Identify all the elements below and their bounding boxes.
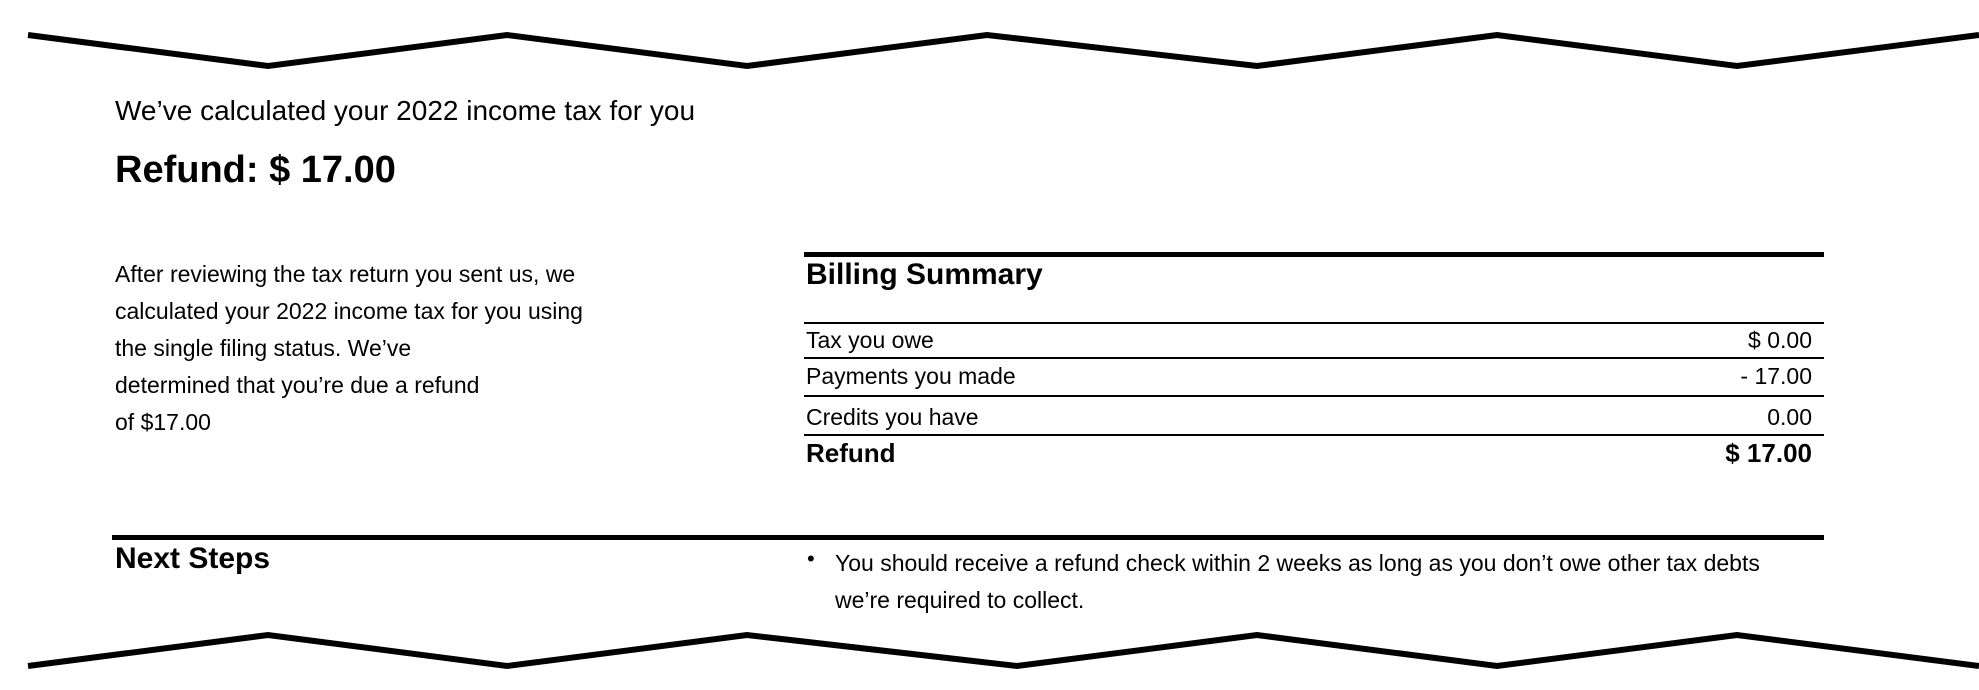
billing-row-tax-owed: Tax you owe $ 0.00 [806, 327, 1812, 354]
row-label: Credits you have [806, 404, 979, 430]
billing-row-credits: Credits you have 0.00 [806, 404, 1812, 431]
billing-divider [804, 322, 1824, 324]
billing-row-refund: Refund $ 17.00 [806, 438, 1812, 469]
billing-summary-title: Billing Summary [806, 258, 1043, 291]
explanation-line: determined that you’re due a refund [115, 372, 480, 398]
zigzag-bottom-line [27, 631, 1979, 670]
zigzag-top-line [27, 31, 1979, 70]
intro-text: We’ve calculated your 2022 income tax fo… [115, 95, 696, 126]
billing-divider [804, 357, 1824, 359]
billing-top-rule [804, 252, 1824, 257]
explanation-line: calculated your 2022 income tax for you … [115, 298, 583, 324]
billing-divider [804, 395, 1824, 397]
next-steps-title: Next Steps [115, 542, 271, 575]
explanation-line: of $17.00 [115, 409, 211, 435]
row-value: $ 17.00 [1725, 438, 1812, 468]
row-value: $ 0.00 [1748, 327, 1812, 353]
row-label: Payments you made [806, 363, 1016, 389]
row-label: Tax you owe [806, 327, 934, 353]
explanation-paragraph: After reviewing the tax return you sent … [115, 256, 675, 441]
row-value: 0.00 [1767, 404, 1812, 430]
bullet-icon: • [807, 546, 815, 571]
explanation-line: the single filing status. We’ve [115, 335, 412, 361]
row-value: - 17.00 [1740, 363, 1812, 389]
refund-amount-heading: Refund: $ 17.00 [115, 149, 396, 191]
next-steps-item: You should receive a refund check within… [835, 550, 1760, 613]
row-label: Refund [806, 438, 896, 468]
billing-divider [804, 434, 1824, 436]
next-steps-rule [112, 535, 1824, 540]
billing-row-payments: Payments you made - 17.00 [806, 363, 1812, 390]
explanation-line: After reviewing the tax return you sent … [115, 261, 576, 287]
